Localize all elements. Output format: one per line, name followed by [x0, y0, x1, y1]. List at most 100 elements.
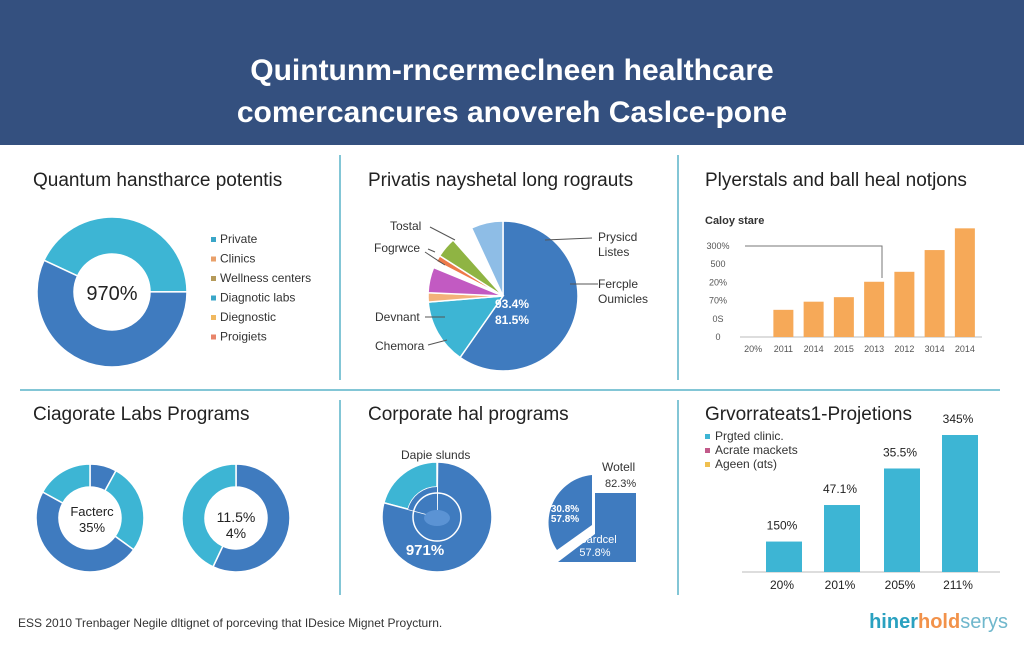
panel5-blob-icon: [424, 510, 450, 526]
panel1-donut: [36, 216, 188, 368]
donut2-value: 4%: [226, 525, 246, 541]
x-tick-label: 2013: [864, 344, 884, 354]
pie-slice: [212, 463, 291, 573]
panel3-bar-chart: 0 0S 70% 20% 500 300% 20% 2011 2014 2015 2013 2012 3…: [706, 228, 982, 354]
legend-swatch: [705, 462, 710, 467]
y-tick-label: 0S: [712, 314, 723, 324]
legend-swatch: [211, 334, 216, 340]
y-tick-label: 70%: [709, 296, 727, 306]
data-label: 345%: [943, 412, 974, 426]
panel2-label: Oumicles: [598, 292, 648, 306]
legend-label: Proigiets: [220, 330, 267, 344]
legend-swatch: [211, 276, 216, 281]
logo-part: hiner: [869, 611, 918, 633]
panel5-inner-label: 57.8%: [551, 514, 579, 525]
bar: [773, 309, 794, 337]
panel2-center-label: 81.5%: [495, 313, 529, 327]
x-tick-label: 201%: [825, 578, 856, 592]
pie-slice: [470, 220, 504, 297]
pie-slice: [427, 266, 504, 297]
panel5-right-shape: [548, 475, 592, 550]
panel3-annotation-line: [745, 245, 883, 278]
bar: [833, 297, 854, 337]
dividers: [20, 155, 1000, 595]
pie-slice: [453, 227, 503, 296]
pie-slice: [459, 220, 579, 372]
x-tick-label: 2011: [774, 344, 793, 354]
panel2-label: Chemora: [375, 339, 425, 353]
x-tick-label: 2015: [834, 344, 854, 354]
panel1-title: Quantum hanstharce potentis: [33, 170, 282, 191]
donut1-label: Facterc: [70, 504, 114, 519]
legend-swatch: [705, 434, 710, 439]
pie-slice: [35, 490, 135, 573]
panel3-title: Plyerstals and ball heal notjons: [705, 170, 967, 191]
panel2-pie: [427, 220, 579, 372]
footer-note: ESS 2010 Trenbager Negile dltignet of po…: [18, 616, 442, 630]
legend-label: Wellness centers: [220, 271, 311, 285]
panel2-label: Listes: [598, 245, 629, 259]
panel3-subtitle: Caloy stare: [705, 215, 764, 227]
bar: [864, 281, 885, 337]
donut2-label: 11.5%: [217, 509, 256, 525]
panel2-leader-lines: [424, 226, 598, 346]
bar: [766, 541, 802, 572]
legend-label: Ageen (ɑts): [715, 457, 777, 471]
pie-slice: [438, 238, 504, 297]
header-title-line2: comercancures anovereh Caslce-pone: [237, 96, 787, 129]
pie-slice: [43, 216, 188, 293]
y-tick-label: 300%: [706, 241, 729, 251]
panel2-label: Devnant: [375, 310, 420, 324]
data-label: 150%: [767, 519, 798, 533]
legend-swatch: [211, 237, 216, 242]
bar: [884, 468, 920, 572]
y-tick-label: 20%: [709, 277, 727, 287]
panel6-bar-chart: 150% 20% 47.1% 201% 35.5% 205% 345% 211%: [742, 412, 1000, 592]
bar: [894, 271, 915, 337]
y-tick-label: 0: [715, 332, 720, 342]
panel2-label: Prysicd: [598, 230, 637, 244]
legend-label: Prgted clinic.: [715, 429, 784, 443]
panel5-inner-label: 57.8%: [579, 547, 610, 559]
legend-swatch: [211, 315, 216, 320]
bar: [924, 250, 945, 337]
panel2-label: Tostal: [390, 219, 421, 233]
panel5-left-value: 971%: [406, 542, 444, 559]
y-tick-label: 500: [710, 259, 725, 269]
x-tick-label: 20%: [770, 578, 794, 592]
panel5-inner-ring: [412, 492, 462, 542]
panel4-donuts: [35, 463, 291, 573]
header-title-line1: Quintunm-rncermeclneen healthcare: [250, 54, 773, 87]
x-tick-label: 20%: [744, 344, 762, 354]
panel5-inner-label: 30.8%: [551, 504, 579, 515]
panel5-title: Corporate hal programs: [368, 404, 569, 425]
legend-label: Clinics: [220, 252, 255, 266]
legend-label: Acrate mackets: [715, 443, 798, 457]
x-tick-label: 205%: [885, 578, 916, 592]
panel5-left-label: Dapie slunds: [401, 448, 470, 462]
x-tick-label: 2012: [894, 344, 914, 354]
panel2-label: Fercple: [598, 277, 638, 291]
pie-slice: [41, 463, 91, 505]
legend-swatch: [705, 448, 710, 453]
legend-swatch: [211, 256, 216, 262]
x-tick-label: 3014: [925, 344, 945, 354]
x-tick-label: 211%: [943, 578, 973, 592]
legend-label: Private: [220, 232, 258, 246]
panel5-right-value: 82.3%: [605, 478, 636, 490]
pie-slice: [181, 463, 237, 568]
pie-slice: [427, 295, 505, 359]
panel5-right-shape: [558, 493, 636, 562]
panel2-center-label: 93.4%: [495, 297, 529, 311]
pie-slice: [36, 259, 188, 368]
bar: [954, 228, 975, 337]
bar: [803, 301, 824, 337]
panel2-label: Fogrwce: [374, 241, 420, 255]
brand-logo: hinerholdserys: [869, 611, 1008, 633]
legend-swatch: [211, 295, 216, 301]
panel2-title: Privatis nayshetal long rograuts: [368, 170, 633, 191]
panel1-legend: Private Clinics Wellness centers Diagnotic …: [211, 232, 311, 344]
data-label: 35.5%: [883, 445, 917, 459]
donut1-value: 35%: [79, 520, 105, 535]
